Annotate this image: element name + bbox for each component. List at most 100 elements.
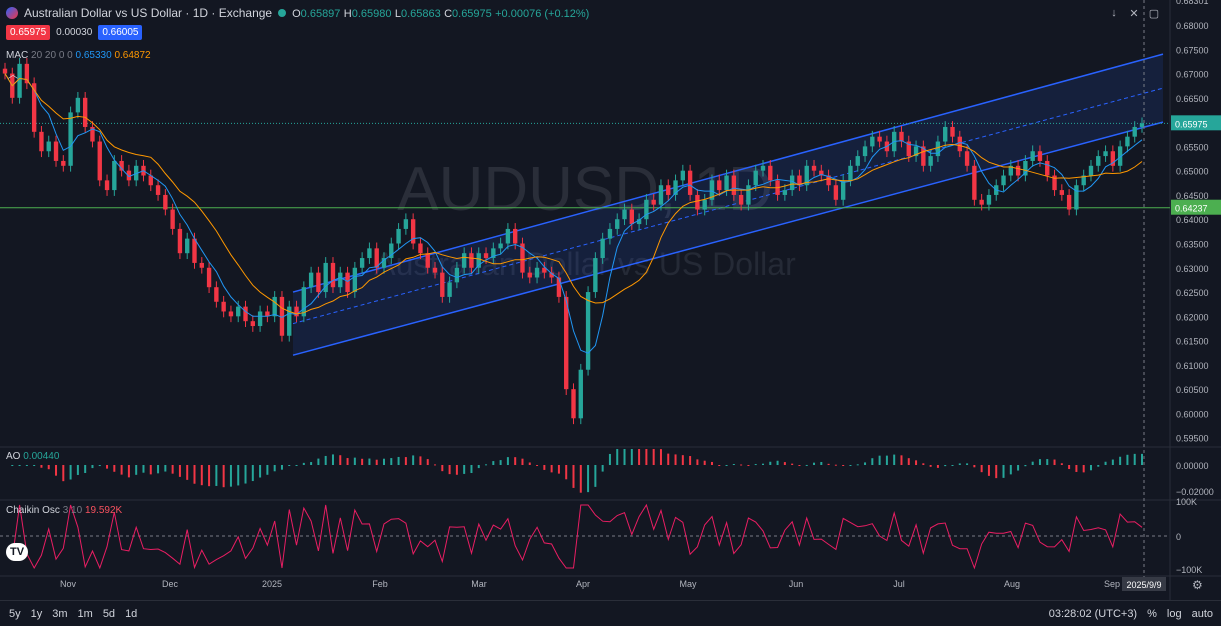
ma-legend[interactable]: MAC 20 20 0 0 0.65330 0.64872 (6, 50, 151, 61)
maximize-icon[interactable]: ▢ (1148, 7, 1160, 20)
ao-bar (995, 465, 998, 479)
ao-bar (652, 449, 655, 465)
ao-bar (958, 463, 961, 465)
ao-bar (295, 465, 298, 466)
candle-body (24, 63, 30, 84)
range-3m[interactable]: 3m (52, 607, 68, 620)
ao-bar (259, 465, 262, 478)
ao-bar (310, 462, 313, 465)
candle-body (345, 272, 350, 293)
ao-bar (76, 465, 79, 475)
candle-body (1001, 175, 1006, 186)
ao-bar (412, 455, 415, 465)
ao-bar (40, 465, 43, 468)
time-axis-label: Jul (893, 579, 905, 589)
candle-body (607, 228, 613, 239)
range-1y[interactable]: 1y (30, 607, 43, 620)
ao-bar (973, 465, 976, 468)
ao-bar (229, 465, 232, 487)
log-toggle[interactable]: log (1166, 607, 1182, 620)
ao-bar (791, 463, 794, 465)
candle-body (1110, 151, 1116, 166)
candle-body (1037, 151, 1043, 161)
ao-bar (834, 464, 837, 466)
ao-bar (331, 454, 334, 465)
price-axis-tick: 0.60000 (1176, 409, 1209, 419)
ao-bar (1097, 465, 1100, 467)
sell-button[interactable]: 0.65975 (6, 25, 51, 40)
ao-bar (33, 465, 36, 466)
ma-fast-line (4, 73, 1143, 354)
candle-body (840, 180, 846, 200)
percent-toggle[interactable]: % (1147, 607, 1157, 620)
candle-body (265, 311, 270, 317)
ao-bar (127, 465, 130, 478)
ao-bar (1104, 461, 1107, 465)
ao-legend[interactable]: AO 0.00440 (6, 451, 60, 462)
range-5d[interactable]: 5d (102, 607, 116, 620)
ao-bar (864, 462, 867, 465)
candle-body (498, 243, 503, 249)
range-5y[interactable]: 5y (9, 607, 21, 620)
tradingview-logo[interactable]: TV (6, 543, 28, 561)
last-price-label-bg (1171, 115, 1221, 131)
ao-bar (608, 453, 611, 465)
ao-bar (893, 454, 896, 465)
ao-bar (776, 460, 779, 465)
candle-body (680, 170, 686, 181)
candle-body (972, 165, 977, 200)
time-axis-label: Dec (162, 579, 179, 589)
settings-gear-icon[interactable]: ⚙ (1192, 578, 1203, 592)
chaikin-axis-tick: 0 (1176, 532, 1181, 542)
range-1d[interactable]: 1d (125, 607, 138, 620)
candle-body (177, 228, 183, 254)
ao-bar (492, 461, 495, 465)
ao-bar (222, 465, 225, 488)
ao-bar (215, 465, 218, 486)
time-axis-label: Mar (471, 579, 487, 589)
pane-toolbar: ↓ ✕ ▢ (1107, 6, 1161, 20)
candle-body (2, 68, 8, 74)
candle-body (964, 151, 970, 166)
candle-body (615, 219, 620, 229)
candle-body (1125, 136, 1130, 147)
ao-bar (317, 458, 320, 465)
chaikin-legend[interactable]: Chaikin Osc 3 10 19.592K (6, 505, 123, 516)
price-axis-tick: 0.65000 (1176, 167, 1209, 177)
candle-body (338, 272, 343, 288)
candle-body (1088, 165, 1094, 176)
candle-body (1059, 190, 1065, 195)
candle-body (571, 389, 576, 419)
candle-body (731, 175, 737, 195)
candle-body (39, 131, 44, 152)
ao-bar (69, 465, 72, 480)
candle-body (279, 296, 285, 336)
candle-body (666, 185, 671, 195)
close-icon[interactable]: ✕ (1129, 7, 1139, 20)
candle-body (192, 238, 197, 263)
buy-button[interactable]: 0.66005 (98, 25, 143, 40)
chart-canvas[interactable]: AUDUSD, 1DAustralian Dollar vs US Dollar… (0, 0, 1221, 600)
ao-bar (164, 465, 167, 472)
ao-bar (302, 462, 305, 465)
candle-body (600, 238, 605, 259)
range-1m[interactable]: 1m (77, 607, 93, 620)
candle-body (1132, 126, 1137, 137)
current-date-label-bg (1122, 577, 1166, 591)
hline-label-bg (1171, 199, 1221, 215)
candle-body (75, 97, 81, 113)
ma-slow-line (4, 73, 1143, 315)
candle-body (549, 272, 554, 278)
collapse-legend-icon[interactable]: ︿ (8, 70, 18, 81)
ao-bar (885, 455, 888, 465)
clock[interactable]: 03:28:02 (UTC+3) (1048, 607, 1138, 620)
ao-bar (47, 465, 50, 470)
candle-body (986, 194, 992, 205)
candle-body (330, 262, 336, 288)
download-icon[interactable]: ↓ (1111, 7, 1117, 19)
ao-bar (769, 461, 772, 465)
auto-toggle[interactable]: auto (1191, 607, 1213, 620)
ao-bar (674, 454, 677, 465)
candle-body (308, 272, 314, 288)
candle-body (1117, 146, 1123, 166)
